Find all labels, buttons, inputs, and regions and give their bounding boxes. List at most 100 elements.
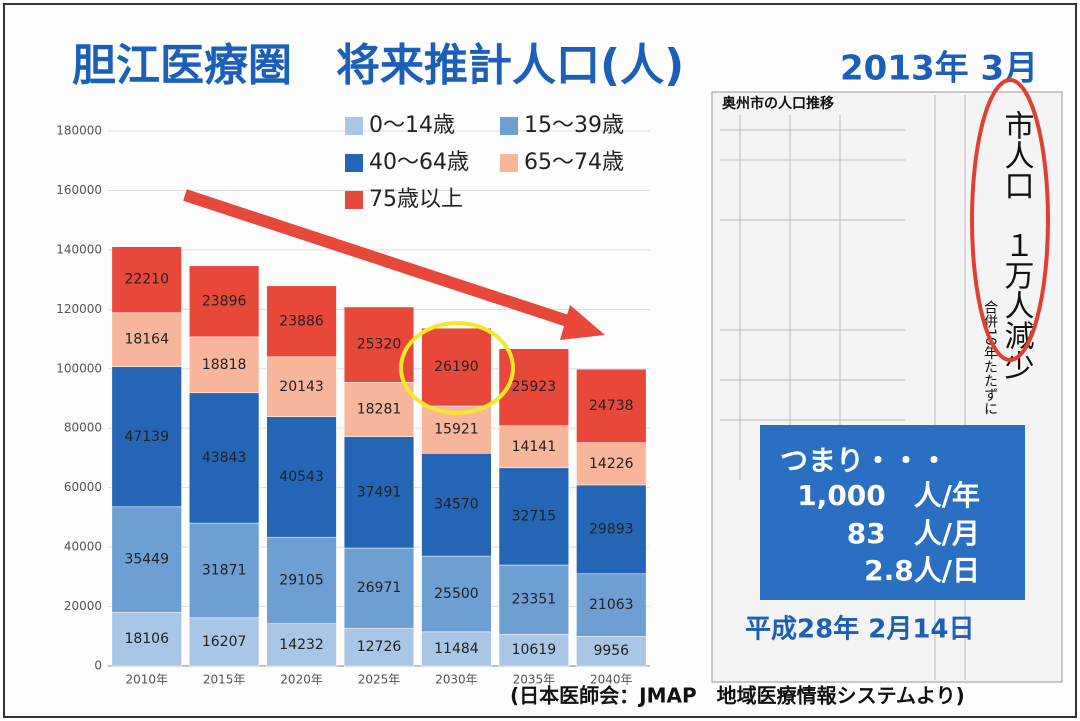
data-label: 40543 <box>279 469 324 485</box>
bar-segment <box>189 617 260 667</box>
highlight-circle <box>399 321 515 415</box>
legend-label: 15～39歳 <box>524 113 624 138</box>
bar-segment <box>189 265 260 338</box>
x-tick-label: 2020年 <box>280 673 323 687</box>
trend-arrow-head <box>560 305 605 340</box>
bar-segment <box>421 555 492 633</box>
legend-label: 40～64歳 <box>369 150 469 175</box>
callout-line: 83 人/月 <box>847 517 980 550</box>
highlight-ellipse <box>970 78 1050 362</box>
data-label: 10619 <box>512 642 557 658</box>
data-label: 26190 <box>434 359 479 375</box>
data-label: 37491 <box>357 484 402 500</box>
bar-segment <box>266 416 337 538</box>
bar-segment <box>111 312 182 367</box>
data-label: 18818 <box>202 357 247 373</box>
x-tick-label: 2010年 <box>125 673 168 687</box>
bar-segment <box>343 436 415 549</box>
legend-swatch <box>345 154 363 172</box>
data-label: 24738 <box>589 398 634 414</box>
data-label: 25320 <box>357 337 402 353</box>
source: (日本医師会：JMAP 地域医療情報システムより) <box>510 684 965 708</box>
legend-swatch <box>500 154 518 172</box>
data-label: 47139 <box>124 429 169 445</box>
y-tick-label: 140000 <box>56 242 102 256</box>
bar-segment <box>576 484 647 575</box>
newspaper-title: 奥州市の人口推移 <box>722 95 834 112</box>
data-label: 14232 <box>279 637 324 653</box>
data-label: 18164 <box>124 332 169 348</box>
bar-segment <box>111 366 182 508</box>
data-label: 43843 <box>202 450 247 466</box>
bar-segment <box>343 381 415 437</box>
data-label: 23886 <box>279 313 324 329</box>
chart: 0 20000 40000 60000 80000 100000 120000 140000 1… <box>56 113 650 687</box>
headline: 市人口 １万人減少 <box>999 110 1035 380</box>
x-tick-label: 2035年 <box>513 673 556 687</box>
data-label: 14226 <box>589 456 634 472</box>
bar-segment <box>421 453 492 557</box>
bar-segment <box>498 564 569 635</box>
bar-segment <box>266 623 337 667</box>
x-tick-label: 2030年 <box>435 673 478 687</box>
bar-segment <box>576 573 647 637</box>
data-label: 23351 <box>512 592 557 608</box>
bar-segment <box>189 336 260 394</box>
bar-segment <box>498 467 569 566</box>
y-tick-label: 100000 <box>56 361 102 375</box>
legend-label: 65～74歳 <box>524 150 624 175</box>
data-label: 34570 <box>434 497 479 513</box>
bar-segment <box>576 368 647 443</box>
callout-box <box>760 425 1025 600</box>
legend-swatch <box>500 117 518 135</box>
legend-swatch <box>345 117 363 135</box>
bar-segment <box>421 631 492 667</box>
data-label: 21063 <box>589 597 634 613</box>
data-label: 26971 <box>357 580 402 596</box>
callout-line: つまり・・・ <box>780 444 948 477</box>
bar-segment <box>266 285 337 358</box>
legend-label: 75歳以上 <box>369 187 463 212</box>
data-label: 12726 <box>357 639 402 655</box>
data-label: 23896 <box>202 293 247 309</box>
bar-segment <box>498 425 569 469</box>
y-tick-label: 80000 <box>64 421 102 435</box>
y-tick-label: 60000 <box>64 480 102 494</box>
data-label: 14141 <box>512 439 557 455</box>
data-label: 20143 <box>279 379 324 395</box>
bar-segment <box>111 611 182 667</box>
data-label: 32715 <box>512 508 557 524</box>
bar-segment <box>189 392 260 524</box>
chart-title: 胆江医療圏 将来推計人口(人) <box>72 40 684 91</box>
x-tick-label: 2025年 <box>358 673 401 687</box>
y-tick-label: 40000 <box>64 540 102 554</box>
y-tick-label: 20000 <box>64 599 102 613</box>
bar-segment <box>266 356 337 417</box>
bar-segment <box>576 636 647 667</box>
bar-segment <box>111 506 182 613</box>
callout-line: 2.8人/日 <box>864 554 980 587</box>
data-label: 35449 <box>124 552 169 568</box>
callout: つまり・・・1,000 人/年 83 人/月 2.8人/日 <box>780 444 980 587</box>
data-label: 25923 <box>512 379 557 395</box>
y-tick-label: 120000 <box>56 302 102 316</box>
legend-label: 0～14歳 <box>369 113 455 138</box>
callout-line: 1,000 人/年 <box>797 479 980 512</box>
x-tick-label: 2015年 <box>203 673 246 687</box>
data-label: 9956 <box>593 643 629 659</box>
y-tick-label: 180000 <box>56 124 102 138</box>
data-label: 11484 <box>434 641 479 657</box>
bar-segment <box>189 522 260 619</box>
data-label: 29105 <box>279 572 324 588</box>
x-tick-label: 2040年 <box>590 673 633 687</box>
data-label: 15921 <box>434 422 479 438</box>
bar-segment <box>343 547 415 629</box>
data-label: 16207 <box>202 634 247 650</box>
data-label: 29893 <box>589 521 634 537</box>
trend-arrow <box>183 189 582 331</box>
y-tick-label: 160000 <box>56 183 102 197</box>
bar-segment <box>421 327 492 407</box>
legend-swatch <box>345 191 363 209</box>
bar-segment <box>111 246 182 313</box>
